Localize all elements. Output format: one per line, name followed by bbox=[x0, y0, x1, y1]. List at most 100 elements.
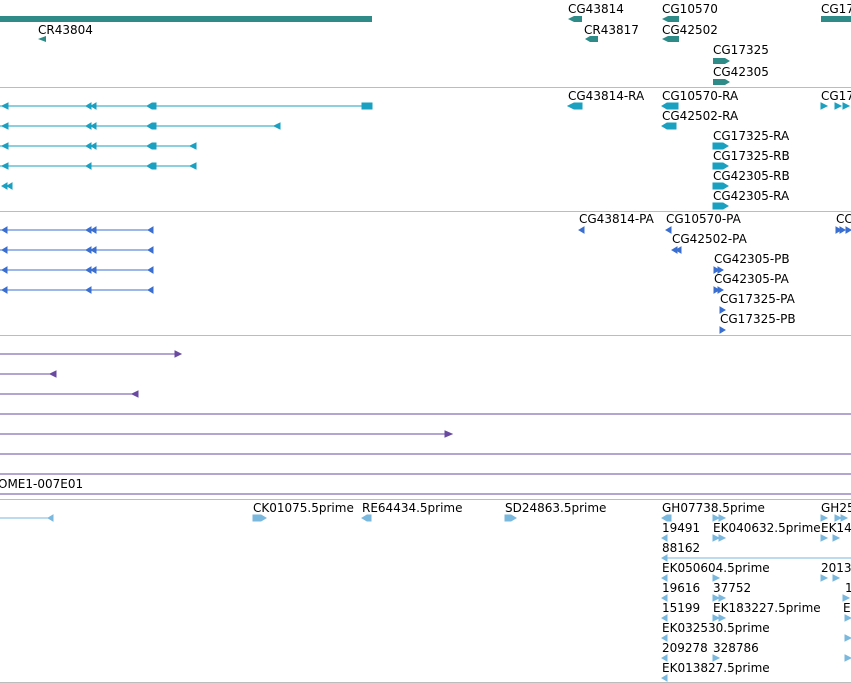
est-mark[interactable] bbox=[712, 514, 721, 522]
est-mark[interactable] bbox=[832, 574, 841, 582]
est-mark[interactable] bbox=[661, 554, 668, 562]
exon-mark[interactable] bbox=[661, 122, 677, 130]
est-mark[interactable] bbox=[661, 574, 668, 582]
est-mark[interactable] bbox=[834, 514, 843, 522]
exon-mark[interactable] bbox=[0, 102, 9, 110]
est-mark[interactable] bbox=[844, 654, 851, 662]
gene-feature[interactable] bbox=[585, 36, 598, 42]
alignment-mark[interactable] bbox=[174, 350, 183, 358]
exon-mark[interactable] bbox=[90, 102, 97, 110]
exon-mark[interactable] bbox=[90, 266, 97, 274]
est-mark[interactable] bbox=[712, 614, 721, 622]
exon-mark[interactable] bbox=[713, 266, 720, 274]
gene-feature[interactable] bbox=[713, 58, 730, 64]
exon-mark[interactable] bbox=[85, 162, 92, 170]
exon-mark[interactable] bbox=[675, 246, 682, 254]
gene-feature[interactable] bbox=[0, 16, 372, 22]
exon-mark[interactable] bbox=[90, 226, 97, 234]
est-mark[interactable] bbox=[661, 594, 668, 602]
gene-label: CG17 bbox=[821, 2, 851, 16]
est-mark[interactable] bbox=[844, 634, 851, 642]
est-mark[interactable] bbox=[712, 534, 721, 542]
alignment-mark[interactable] bbox=[130, 390, 139, 398]
exon-mark[interactable] bbox=[820, 102, 829, 110]
est-mark[interactable] bbox=[661, 634, 668, 642]
est-mark[interactable] bbox=[712, 654, 721, 662]
est-mark[interactable] bbox=[718, 614, 727, 622]
est-mark[interactable] bbox=[661, 534, 668, 542]
exon-mark[interactable] bbox=[188, 142, 197, 150]
exon-mark[interactable] bbox=[272, 122, 281, 130]
exon-mark[interactable] bbox=[842, 102, 851, 110]
est-mark[interactable] bbox=[844, 614, 851, 622]
exon-mark[interactable] bbox=[0, 142, 9, 150]
exon-mark[interactable] bbox=[0, 162, 9, 170]
gene-feature[interactable] bbox=[38, 36, 46, 42]
exon-mark[interactable] bbox=[85, 286, 92, 294]
exon-mark[interactable] bbox=[712, 162, 729, 170]
est-mark[interactable] bbox=[820, 514, 829, 522]
exon-mark[interactable] bbox=[834, 102, 843, 110]
exon-mark[interactable] bbox=[845, 226, 851, 234]
exon-mark[interactable] bbox=[717, 286, 724, 294]
est-mark[interactable] bbox=[661, 654, 668, 662]
exon-mark[interactable] bbox=[839, 226, 846, 234]
gene-feature[interactable] bbox=[662, 16, 679, 22]
exon-mark[interactable] bbox=[146, 102, 157, 110]
gene-feature[interactable] bbox=[568, 16, 582, 22]
est-mark[interactable] bbox=[840, 514, 849, 522]
est-mark[interactable] bbox=[252, 514, 267, 522]
exon-mark[interactable] bbox=[1, 226, 8, 234]
exon-mark[interactable] bbox=[566, 102, 583, 110]
exon-mark[interactable] bbox=[90, 246, 97, 254]
exon-mark[interactable] bbox=[661, 102, 679, 110]
gene-feature[interactable] bbox=[713, 79, 730, 85]
exon-mark[interactable] bbox=[90, 122, 97, 130]
exon-mark[interactable] bbox=[1, 266, 8, 274]
exon-mark[interactable] bbox=[147, 226, 154, 234]
exon-mark[interactable] bbox=[712, 142, 729, 150]
exon-mark[interactable] bbox=[147, 246, 154, 254]
exon-mark[interactable] bbox=[719, 326, 726, 334]
exon-mark[interactable] bbox=[90, 142, 97, 150]
exon-mark[interactable] bbox=[835, 226, 842, 234]
gene-feature[interactable] bbox=[662, 36, 679, 42]
exon-mark[interactable] bbox=[146, 142, 157, 150]
exon-mark[interactable] bbox=[6, 182, 13, 190]
exon-mark[interactable] bbox=[719, 306, 726, 314]
exon-mark[interactable] bbox=[717, 266, 724, 274]
exon-mark[interactable] bbox=[361, 102, 373, 110]
est-mark[interactable] bbox=[361, 514, 372, 522]
exon-mark[interactable] bbox=[712, 182, 729, 190]
est-label: EK013827.5prime bbox=[662, 661, 770, 675]
est-mark[interactable] bbox=[712, 574, 721, 582]
exon-mark[interactable] bbox=[0, 122, 9, 130]
est-mark[interactable] bbox=[842, 594, 851, 602]
est-mark[interactable] bbox=[718, 514, 727, 522]
alignment-mark[interactable] bbox=[48, 370, 57, 378]
exon-mark[interactable] bbox=[146, 122, 157, 130]
exon-mark[interactable] bbox=[665, 226, 672, 234]
exon-mark[interactable] bbox=[188, 162, 197, 170]
exon-mark[interactable] bbox=[578, 226, 585, 234]
est-mark[interactable] bbox=[820, 574, 829, 582]
est-mark[interactable] bbox=[832, 534, 841, 542]
exon-mark[interactable] bbox=[712, 202, 729, 210]
alignment-mark[interactable] bbox=[444, 430, 454, 438]
est-mark[interactable] bbox=[661, 514, 672, 522]
est-mark[interactable] bbox=[712, 594, 721, 602]
exon-mark[interactable] bbox=[146, 162, 157, 170]
exon-mark[interactable] bbox=[1, 246, 8, 254]
est-mark[interactable] bbox=[661, 674, 668, 682]
exon-mark[interactable] bbox=[147, 286, 154, 294]
exon-mark[interactable] bbox=[1, 286, 8, 294]
est-mark[interactable] bbox=[718, 594, 727, 602]
est-mark[interactable] bbox=[718, 534, 727, 542]
exon-mark[interactable] bbox=[713, 286, 720, 294]
est-mark[interactable] bbox=[661, 614, 668, 622]
gene-feature[interactable] bbox=[821, 16, 851, 22]
exon-mark[interactable] bbox=[147, 266, 154, 274]
est-mark[interactable] bbox=[504, 514, 517, 522]
est-mark[interactable] bbox=[47, 514, 54, 522]
est-mark[interactable] bbox=[820, 534, 829, 542]
